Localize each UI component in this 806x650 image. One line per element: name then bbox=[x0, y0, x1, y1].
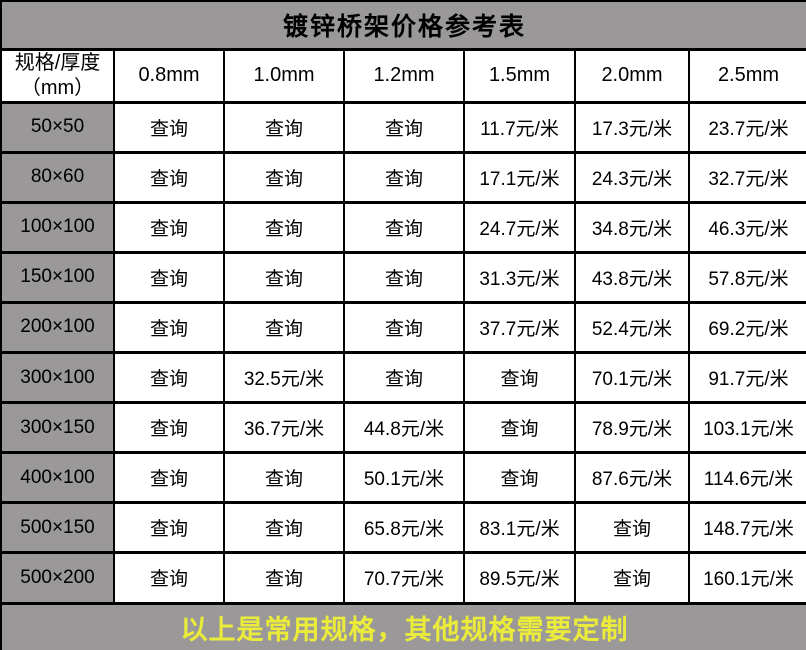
row-spec-header: 80×60 bbox=[0, 150, 115, 204]
column-header: 1.0mm bbox=[223, 47, 345, 104]
footer-row: 以上是常用规格，其他规格需要定制 bbox=[0, 601, 806, 650]
title-row: 镀锌桥架价格参考表 bbox=[0, 0, 806, 51]
query-cell: 查询 bbox=[113, 551, 225, 605]
query-cell: 查询 bbox=[223, 451, 345, 505]
column-header: 1.2mm bbox=[343, 47, 465, 104]
query-cell: 查询 bbox=[113, 250, 225, 304]
query-cell: 查询 bbox=[343, 150, 465, 204]
price-cell: 70.7元/米 bbox=[343, 551, 465, 605]
query-cell: 查询 bbox=[113, 200, 225, 254]
table-row: 500×200 查询 查询 70.7元/米 89.5元/米 查询 160.1元/米 bbox=[0, 551, 806, 605]
query-cell: 查询 bbox=[113, 150, 225, 204]
price-cell: 43.8元/米 bbox=[574, 250, 690, 304]
header-row: 规格/厚度 （mm） 0.8mm 1.0mm 1.2mm 1.5mm 2.0mm 2.5m… bbox=[0, 47, 806, 104]
price-cell: 103.1元/米 bbox=[688, 401, 806, 455]
query-cell: 查询 bbox=[463, 451, 576, 505]
table-row: 200×100 查询 查询 查询 37.7元/米 52.4元/米 69.2元/米 bbox=[0, 300, 806, 354]
price-cell: 17.1元/米 bbox=[463, 150, 576, 204]
column-header: 0.8mm bbox=[113, 47, 225, 104]
column-header: 2.5mm bbox=[688, 47, 806, 104]
price-cell: 114.6元/米 bbox=[688, 451, 806, 505]
row-spec-header: 150×100 bbox=[0, 250, 115, 304]
row-spec-header: 50×50 bbox=[0, 100, 115, 154]
row-spec-header: 500×200 bbox=[0, 551, 115, 605]
query-cell: 查询 bbox=[113, 350, 225, 405]
query-cell: 查询 bbox=[343, 250, 465, 304]
price-cell: 89.5元/米 bbox=[463, 551, 576, 605]
table-row: 500×150 查询 查询 65.8元/米 83.1元/米 查询 148.7元/米 bbox=[0, 501, 806, 555]
query-cell: 查询 bbox=[343, 350, 465, 405]
query-cell: 查询 bbox=[343, 300, 465, 354]
query-cell: 查询 bbox=[113, 100, 225, 154]
query-cell: 查询 bbox=[574, 551, 690, 605]
row-spec-header: 100×100 bbox=[0, 200, 115, 254]
query-cell: 查询 bbox=[343, 200, 465, 254]
query-cell: 查询 bbox=[113, 300, 225, 354]
table-row: 300×150 查询 36.7元/米 44.8元/米 查询 78.9元/米 103.1元/米 bbox=[0, 401, 806, 455]
price-cell: 57.8元/米 bbox=[688, 250, 806, 304]
table-row: 100×100 查询 查询 查询 24.7元/米 34.8元/米 46.3元/米 bbox=[0, 200, 806, 254]
query-cell: 查询 bbox=[223, 250, 345, 304]
price-cell: 31.3元/米 bbox=[463, 250, 576, 304]
table-row: 150×100 查询 查询 查询 31.3元/米 43.8元/米 57.8元/米 bbox=[0, 250, 806, 304]
row-spec-header: 300×150 bbox=[0, 401, 115, 455]
query-cell: 查询 bbox=[113, 401, 225, 455]
table-row: 400×100 查询 查询 50.1元/米 查询 87.6元/米 114.6元/米 bbox=[0, 451, 806, 505]
query-cell: 查询 bbox=[223, 100, 345, 154]
price-cell: 78.9元/米 bbox=[574, 401, 690, 455]
query-cell: 查询 bbox=[463, 350, 576, 405]
price-cell: 37.7元/米 bbox=[463, 300, 576, 354]
query-cell: 查询 bbox=[223, 200, 345, 254]
footer-note: 以上是常用规格，其他规格需要定制 bbox=[0, 601, 806, 650]
price-cell: 69.2元/米 bbox=[688, 300, 806, 354]
price-cell: 65.8元/米 bbox=[343, 501, 465, 555]
price-cell: 70.1元/米 bbox=[574, 350, 690, 405]
table-row: 300×100 查询 32.5元/米 查询 查询 70.1元/米 91.7元/米 bbox=[0, 350, 806, 405]
price-cell: 87.6元/米 bbox=[574, 451, 690, 505]
page-title: 镀锌桥架价格参考表 bbox=[0, 0, 806, 51]
price-cell: 46.3元/米 bbox=[688, 200, 806, 254]
query-cell: 查询 bbox=[113, 501, 225, 555]
table-row: 80×60 查询 查询 查询 17.1元/米 24.3元/米 32.7元/米 bbox=[0, 150, 806, 204]
price-cell: 36.7元/米 bbox=[223, 401, 345, 455]
query-cell: 查询 bbox=[223, 551, 345, 605]
price-cell: 91.7元/米 bbox=[688, 350, 806, 405]
row-spec-header: 500×150 bbox=[0, 501, 115, 555]
table-row: 50×50 查询 查询 查询 11.7元/米 17.3元/米 23.7元/米 bbox=[0, 100, 806, 154]
column-header: 2.0mm bbox=[574, 47, 690, 104]
query-cell: 查询 bbox=[574, 501, 690, 555]
price-cell: 23.7元/米 bbox=[688, 100, 806, 154]
price-cell: 24.3元/米 bbox=[574, 150, 690, 204]
price-cell: 50.1元/米 bbox=[343, 451, 465, 505]
price-cell: 32.5元/米 bbox=[223, 350, 345, 405]
price-cell: 44.8元/米 bbox=[343, 401, 465, 455]
row-spec-header: 200×100 bbox=[0, 300, 115, 354]
price-cell: 83.1元/米 bbox=[463, 501, 576, 555]
price-cell: 34.8元/米 bbox=[574, 200, 690, 254]
row-spec-header: 300×100 bbox=[0, 350, 115, 405]
query-cell: 查询 bbox=[223, 300, 345, 354]
query-cell: 查询 bbox=[463, 401, 576, 455]
query-cell: 查询 bbox=[343, 100, 465, 154]
corner-header: 规格/厚度 （mm） bbox=[0, 47, 115, 104]
price-cell: 52.4元/米 bbox=[574, 300, 690, 354]
price-cell: 32.7元/米 bbox=[688, 150, 806, 204]
query-cell: 查询 bbox=[223, 150, 345, 204]
column-header: 1.5mm bbox=[463, 47, 576, 104]
query-cell: 查询 bbox=[113, 451, 225, 505]
row-spec-header: 400×100 bbox=[0, 451, 115, 505]
price-cell: 11.7元/米 bbox=[463, 100, 576, 154]
price-cell: 17.3元/米 bbox=[574, 100, 690, 154]
price-cell: 24.7元/米 bbox=[463, 200, 576, 254]
query-cell: 查询 bbox=[223, 501, 345, 555]
price-cell: 160.1元/米 bbox=[688, 551, 806, 605]
price-cell: 148.7元/米 bbox=[688, 501, 806, 555]
